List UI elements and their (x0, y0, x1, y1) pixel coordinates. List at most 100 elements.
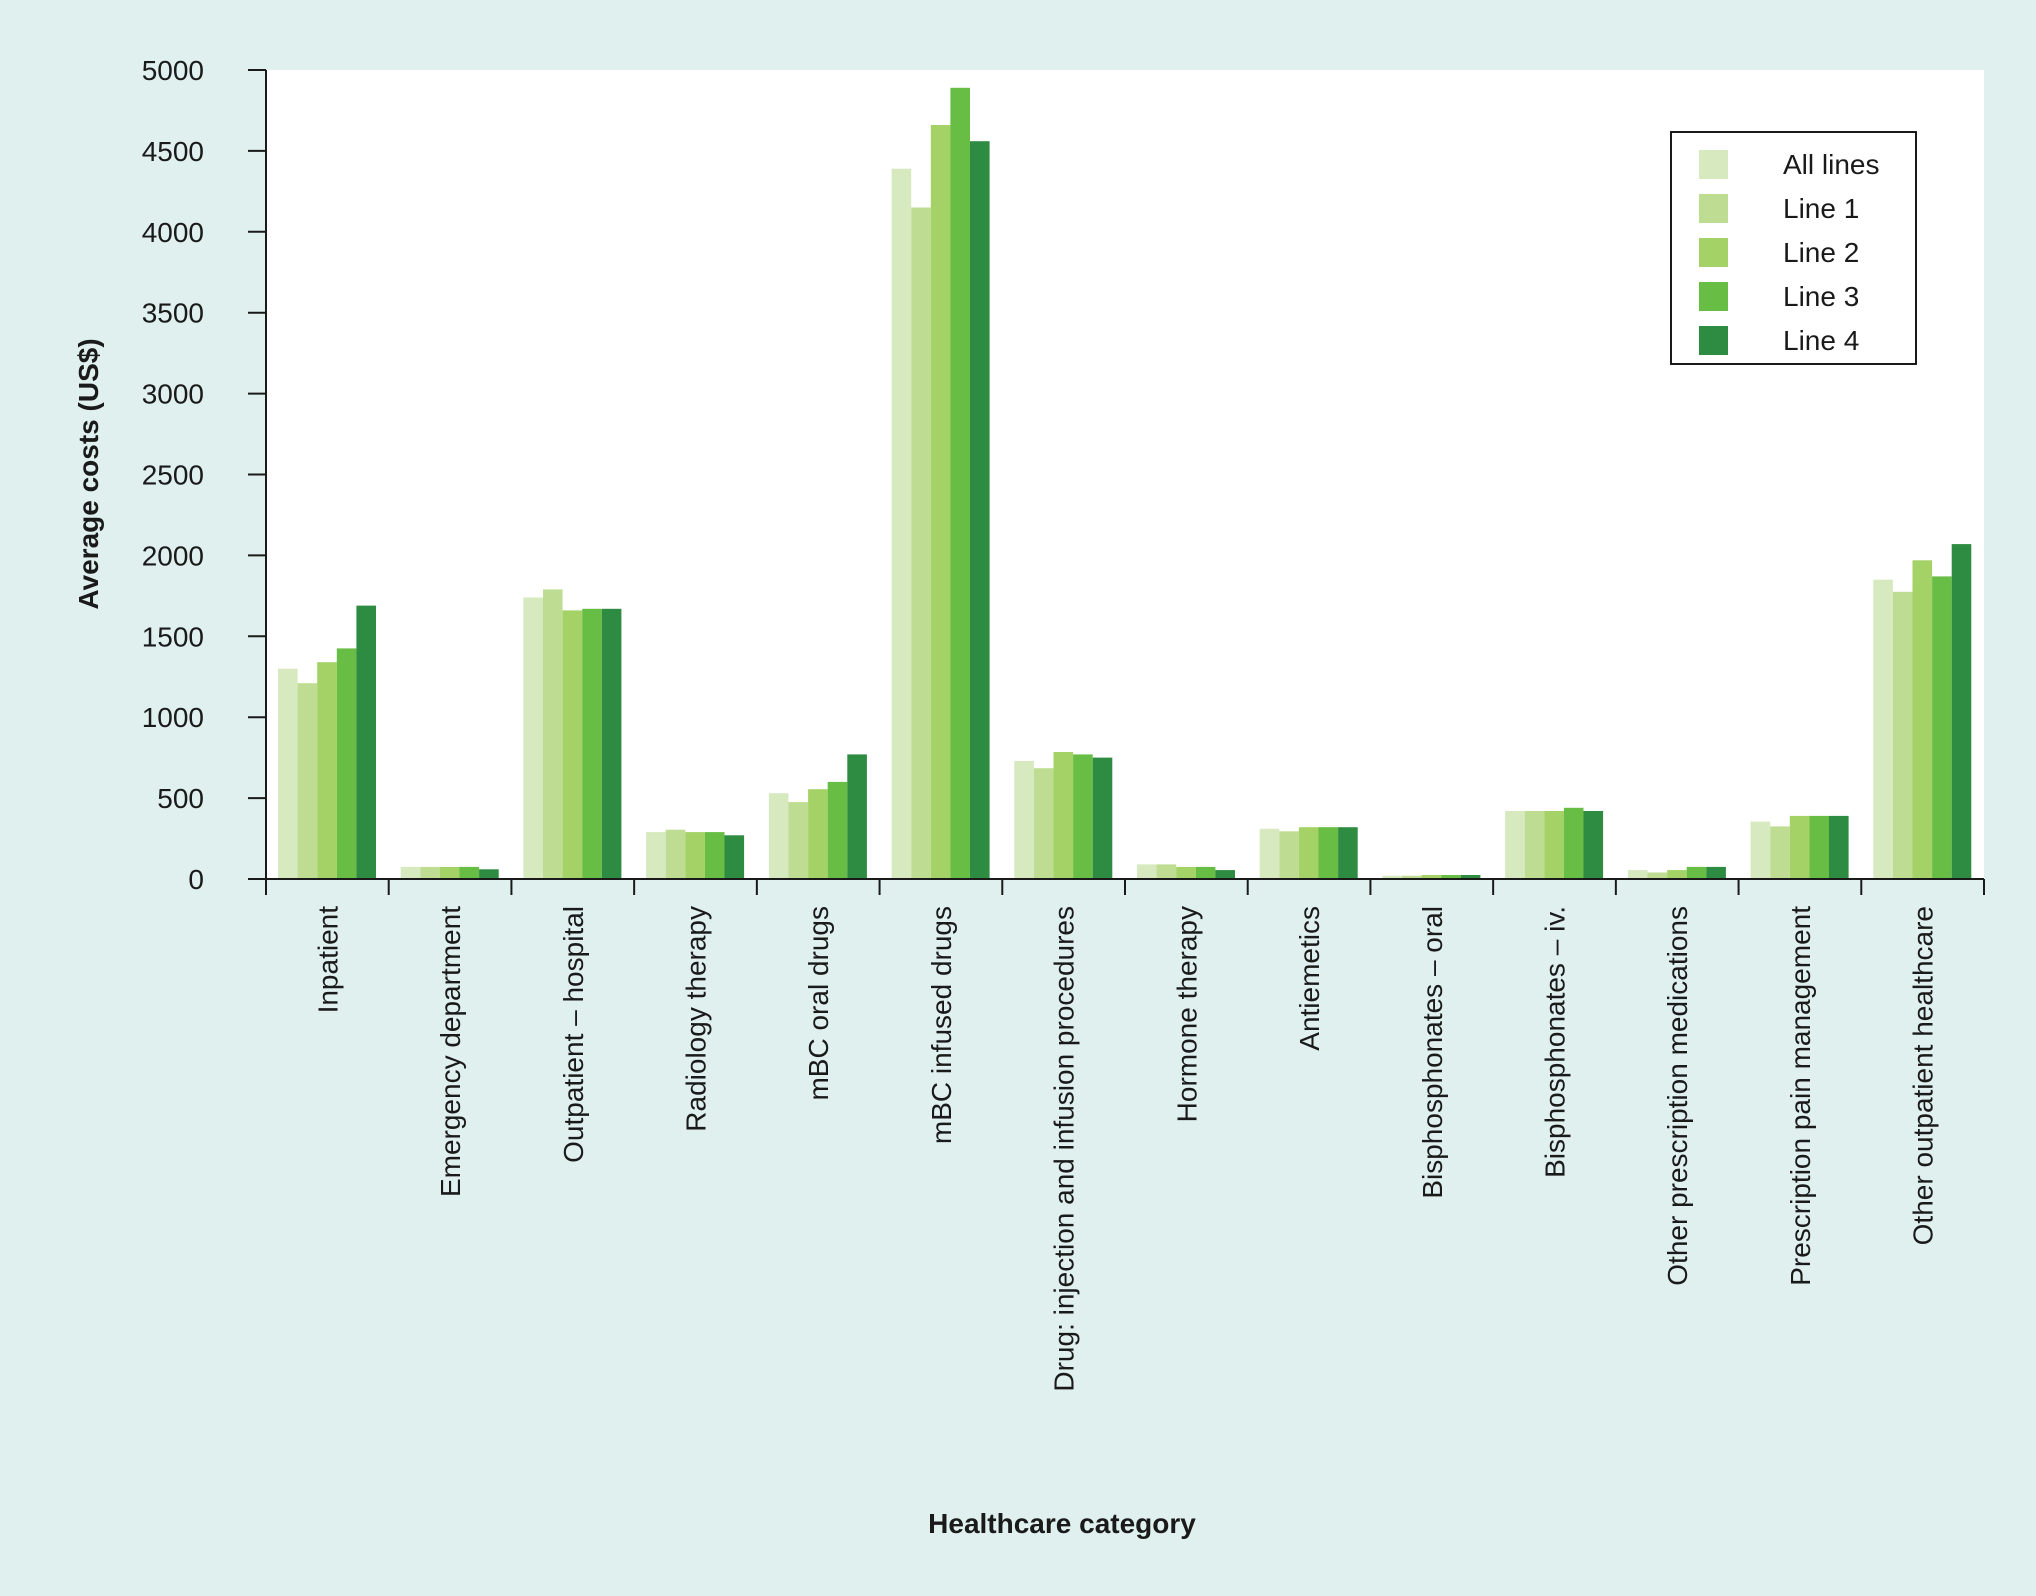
x-category-label: Other prescription medications (1662, 906, 1693, 1286)
bar-line-2 (1421, 875, 1442, 879)
bar-all-lines (523, 597, 543, 879)
bar-line-3 (1073, 754, 1093, 879)
legend-swatch (1699, 326, 1728, 355)
x-category-label: Radiology therapy (681, 906, 712, 1132)
y-axis-ticks: 0 500 1000 1500 2000 2500 3000 3500 4000 4500 5000 (142, 55, 266, 895)
legend-label: All lines (1783, 149, 1879, 180)
bar-line-4 (1092, 757, 1113, 879)
bar-line-2 (1912, 560, 1933, 879)
bar-all-lines (646, 832, 666, 879)
y-tick-label: 5000 (142, 55, 204, 86)
bar-line-2 (317, 662, 337, 879)
bar-line-3 (950, 87, 970, 880)
bar-all-lines (768, 793, 789, 879)
bar-all-lines (891, 168, 912, 879)
bar-line-4 (847, 754, 867, 879)
bar-line-2 (930, 125, 951, 879)
y-tick-label: 2500 (142, 460, 204, 491)
bar-line-3 (1195, 866, 1216, 879)
bar-line-1 (1770, 826, 1790, 879)
bar-line-4 (1951, 544, 1972, 879)
bar-line-1 (543, 589, 563, 879)
x-category-label: Hormone therapy (1171, 906, 1202, 1122)
bar-line-3 (704, 832, 725, 879)
bar-all-lines (1505, 811, 1525, 879)
bars-layer (278, 87, 1972, 880)
x-category-label: Other outpatient healthcare (1908, 906, 1939, 1245)
bar-line-4 (1215, 870, 1235, 879)
x-category-label: Drug: injection and infusion procedures (1049, 906, 1080, 1392)
bar-line-2 (1298, 827, 1319, 879)
legend-swatch (1699, 282, 1728, 311)
bar-line-4 (724, 835, 745, 879)
bar-all-lines (1750, 821, 1771, 879)
bar-line-2 (1667, 870, 1687, 879)
bar-line-1 (1402, 875, 1422, 879)
y-tick-label: 4500 (142, 136, 204, 167)
x-axis-category-labels: Inpatient Emergency department Outpatient … (265, 879, 1985, 1392)
bar-line-1 (1892, 591, 1913, 879)
bar-line-2 (1053, 752, 1074, 879)
bar-line-2 (439, 866, 460, 879)
bar-line-4 (479, 869, 499, 879)
x-category-label: mBC oral drugs (803, 906, 834, 1101)
bar-line-3 (1318, 827, 1339, 879)
bar-line-1 (665, 829, 686, 879)
y-tick-label: 4000 (142, 217, 204, 248)
bar-line-3 (1686, 866, 1707, 879)
y-tick-label: 3500 (142, 298, 204, 329)
x-axis-title: Healthcare category (928, 1508, 1196, 1539)
legend: All lines Line 1 Line 2 Line 3 Line 4 (1670, 131, 1917, 365)
x-category-label: Inpatient (312, 906, 343, 1014)
bar-line-4 (1338, 827, 1358, 879)
bar-line-4 (1460, 875, 1481, 879)
bar-line-2 (1544, 811, 1564, 879)
bar-line-1 (1647, 872, 1668, 879)
bar-all-lines (278, 668, 298, 879)
bar-line-4 (1829, 815, 1849, 879)
bar-line-3 (827, 781, 848, 879)
bar-all-lines (400, 866, 421, 879)
bar-line-1 (420, 866, 440, 879)
bar-line-4 (1706, 866, 1726, 879)
y-tick-label: 3000 (142, 379, 204, 410)
bar-all-lines (1627, 870, 1648, 879)
bar-line-3 (582, 608, 602, 879)
bar-line-1 (297, 683, 318, 879)
bar-line-1 (788, 802, 809, 879)
bar-line-1 (911, 207, 931, 879)
x-category-label: mBC infused drugs (926, 906, 957, 1144)
bar-all-lines (1014, 760, 1034, 879)
bar-line-1 (1156, 864, 1177, 879)
bar-all-lines (1382, 875, 1402, 879)
bar-line-3 (336, 648, 357, 879)
bar-line-2 (562, 610, 583, 879)
bar-line-3 (1809, 815, 1829, 879)
legend-swatch (1699, 194, 1728, 223)
bar-line-4 (970, 141, 990, 879)
bar-all-lines (1137, 864, 1157, 879)
bar-line-3 (1441, 875, 1461, 879)
bar-line-1 (1524, 811, 1545, 879)
bar-all-lines (1259, 828, 1280, 879)
x-category-label: Prescription pain management (1785, 906, 1816, 1286)
bar-line-3 (459, 866, 480, 879)
x-category-label: Outpatient – hospital (558, 906, 589, 1163)
y-axis-title: Average costs (US$) (73, 338, 104, 609)
x-category-label: Bisphosphonates – oral (1417, 906, 1448, 1199)
bar-line-4 (1583, 811, 1604, 879)
bar-all-lines (1873, 579, 1893, 879)
bar-line-2 (808, 789, 828, 879)
bar-line-3 (1932, 576, 1952, 879)
y-tick-label: 2000 (142, 540, 204, 571)
legend-label: Line 3 (1783, 281, 1859, 312)
bar-line-4 (601, 608, 622, 879)
bar-line-2 (1789, 815, 1810, 879)
legend-swatch (1699, 238, 1728, 267)
x-category-label: Emergency department (435, 906, 466, 1197)
legend-label: Line 1 (1783, 193, 1859, 224)
x-category-label: Bisphosphonates – iv. (1540, 906, 1571, 1178)
bar-line-3 (1563, 807, 1584, 879)
legend-swatch (1699, 150, 1728, 179)
